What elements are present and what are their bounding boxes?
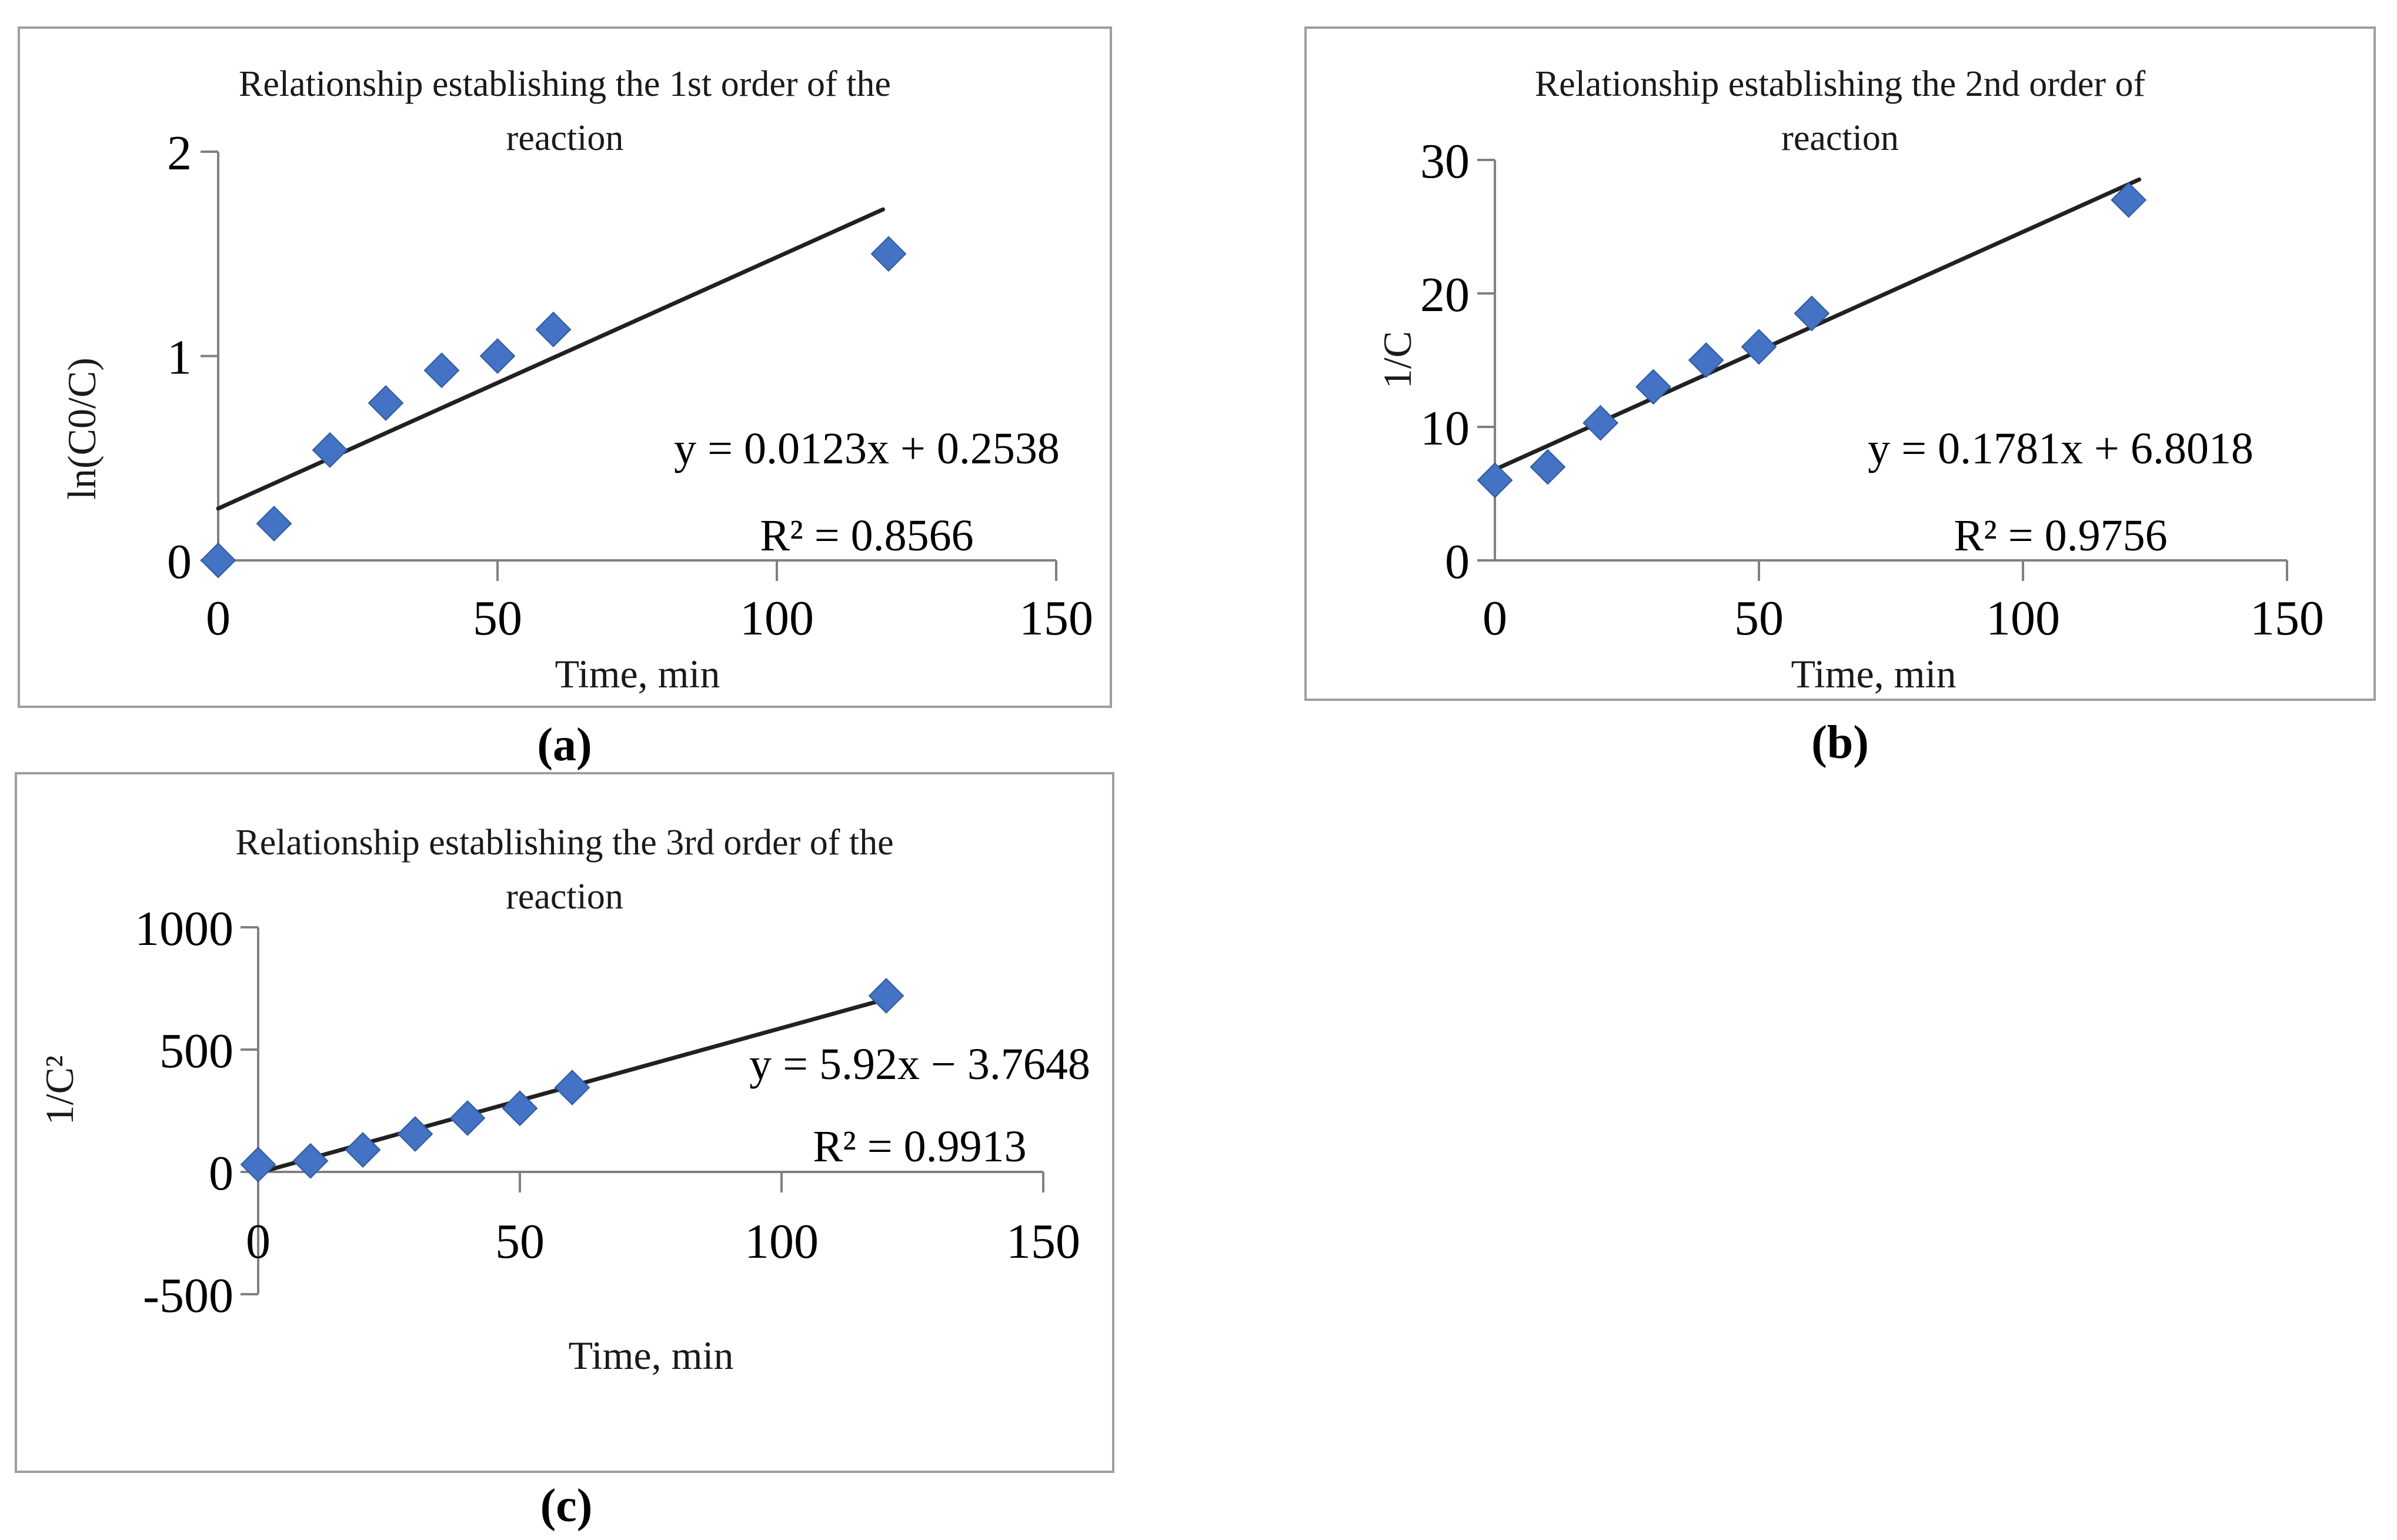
chart-title-line: Relationship establishing the 1st order … bbox=[239, 64, 891, 104]
y-tick-label: 0 bbox=[167, 535, 192, 589]
equation-block-c: y = 5.92x − 3.7648 R² = 0.9913 bbox=[655, 1023, 1184, 1188]
data-point-marker bbox=[368, 385, 404, 421]
data-point-marker bbox=[312, 432, 348, 468]
x-axis-title-c: Time, min bbox=[568, 1333, 734, 1378]
y-axis-title-c: 1/C² bbox=[37, 1055, 82, 1125]
equation-block-b: y = 0.1781x + 6.8018 R² = 0.9756 bbox=[1796, 405, 2325, 579]
data-point-marker bbox=[240, 1147, 276, 1182]
x-tick-label: 0 bbox=[206, 591, 231, 646]
trendline-equation: y = 0.0123x + 0.2538 bbox=[674, 424, 1060, 473]
panel-label-c: (c) bbox=[540, 1480, 593, 1532]
data-point-marker bbox=[502, 1090, 538, 1127]
r-squared-value: R² = 0.8566 bbox=[760, 511, 974, 560]
equation-block-a: y = 0.0123x + 0.2538 R² = 0.8566 bbox=[602, 405, 1131, 579]
data-point-marker bbox=[554, 1070, 590, 1105]
data-point-marker bbox=[1741, 329, 1777, 365]
r-squared-value: R² = 0.9756 bbox=[1954, 511, 2168, 560]
chart-panel-c: 1000 500 0 -500 0 50 100 150 Relationship estab… bbox=[15, 772, 1114, 1473]
chart-title-line: reaction bbox=[1781, 118, 1899, 158]
y-tick-label: 30 bbox=[1420, 134, 1470, 189]
x-tick-label: 50 bbox=[495, 1214, 545, 1269]
data-point-marker bbox=[200, 542, 236, 579]
y-axis-title-b: 1/C bbox=[1375, 330, 1420, 389]
y-tick-label: 500 bbox=[159, 1024, 233, 1078]
data-point-marker bbox=[868, 978, 904, 1014]
y-tick-label: 20 bbox=[1420, 268, 1470, 322]
data-point-marker bbox=[1635, 369, 1671, 405]
x-tick-label: 0 bbox=[1483, 591, 1507, 646]
x-tick-label: 100 bbox=[1986, 591, 2060, 646]
data-point-marker bbox=[1477, 462, 1513, 499]
r-squared-value: R² = 0.9913 bbox=[813, 1122, 1027, 1171]
data-point-marker bbox=[1530, 449, 1566, 485]
y-tick-label: 0 bbox=[1445, 535, 1470, 589]
x-tick-label: 50 bbox=[1734, 591, 1784, 646]
x-tick-label: 50 bbox=[473, 591, 522, 646]
data-point-marker bbox=[256, 506, 292, 542]
panel-label-a: (a) bbox=[537, 719, 592, 771]
x-tick-label: 0 bbox=[246, 1214, 271, 1269]
data-point-marker bbox=[479, 338, 516, 374]
data-point-marker bbox=[1688, 342, 1724, 378]
data-point-marker bbox=[345, 1132, 381, 1168]
x-axis-title-a: Time, min bbox=[555, 652, 720, 696]
y-tick-label: 0 bbox=[209, 1146, 233, 1201]
chart-panel-a: 2 1 0 0 50 100 150 Relationship establishing t… bbox=[18, 26, 1112, 708]
data-point-marker bbox=[1794, 295, 1830, 332]
trendline-equation: y = 0.1781x + 6.8018 bbox=[1868, 424, 2254, 473]
x-axis-title-b: Time, min bbox=[1791, 652, 1957, 696]
chart-title-line: Relationship establishing the 2nd order … bbox=[1534, 64, 2146, 104]
data-point-marker bbox=[535, 311, 572, 348]
data-point-marker bbox=[449, 1100, 486, 1136]
x-tick-label: 150 bbox=[1019, 591, 1093, 646]
chart-panel-b: 30 20 10 0 0 50 100 150 Relationship establishi… bbox=[1304, 26, 2376, 701]
trendline-equation: y = 5.92x − 3.7648 bbox=[749, 1040, 1090, 1089]
data-point-marker bbox=[1583, 405, 1619, 441]
data-point-marker bbox=[423, 352, 460, 389]
y-tick-label: -500 bbox=[143, 1268, 233, 1323]
data-point-marker bbox=[870, 236, 907, 272]
y-tick-label: 2 bbox=[167, 126, 192, 181]
y-axis-title-a: ln(C0/C) bbox=[59, 358, 104, 500]
x-tick-label: 150 bbox=[1006, 1214, 1080, 1269]
y-tick-label: 1 bbox=[167, 330, 192, 385]
chart-title-b: Relationship establishing the 2nd order … bbox=[1307, 57, 2373, 165]
x-tick-label: 150 bbox=[2250, 591, 2324, 646]
data-point-marker bbox=[292, 1143, 329, 1179]
panel-label-b: (b) bbox=[1811, 717, 1869, 769]
data-point-marker bbox=[397, 1116, 433, 1152]
y-tick-label: 1000 bbox=[135, 901, 233, 956]
chart-title-line: reaction bbox=[506, 877, 623, 917]
y-tick-label: 10 bbox=[1420, 401, 1470, 456]
data-point-marker bbox=[2111, 182, 2147, 218]
chart-title-c: Relationship establishing the 3rd order … bbox=[17, 816, 1112, 924]
chart-title-line: reaction bbox=[506, 118, 624, 158]
chart-title-a: Relationship establishing the 1st order … bbox=[20, 57, 1110, 165]
x-tick-label: 100 bbox=[745, 1214, 819, 1269]
x-tick-label: 100 bbox=[740, 591, 814, 646]
chart-title-line: Relationship establishing the 3rd order … bbox=[235, 823, 894, 863]
